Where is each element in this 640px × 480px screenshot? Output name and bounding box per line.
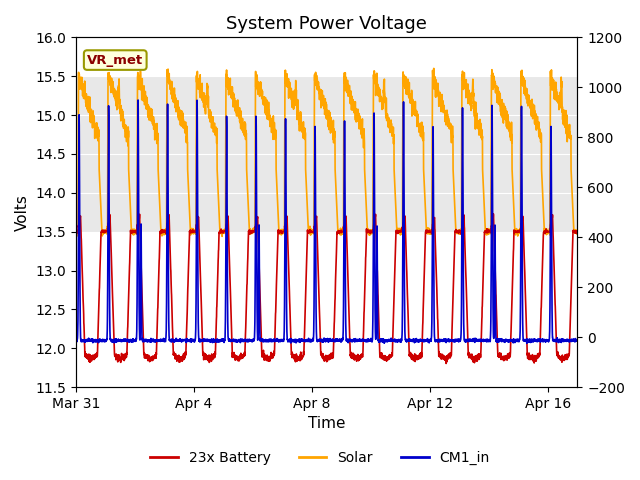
Text: VR_met: VR_met	[87, 54, 143, 67]
Solar	[415, 123, 423, 129]
CM1_in	[72, 336, 80, 342]
Line: Solar: Solar	[76, 69, 577, 237]
Y-axis label: Volts: Volts	[15, 194, 30, 231]
CM1_in	[523, 340, 531, 346]
CM1_in	[134, 97, 142, 103]
23x Battery	[442, 360, 450, 366]
23x Battery	[72, 229, 80, 235]
Solar	[332, 190, 340, 195]
CM1_in	[415, 339, 423, 345]
Title: System Power Voltage: System Power Voltage	[227, 15, 428, 33]
Solar	[218, 234, 226, 240]
Solar	[543, 232, 550, 238]
Solar	[72, 226, 80, 231]
CM1_in	[519, 320, 527, 325]
CM1_in	[332, 336, 340, 342]
23x Battery	[415, 353, 422, 359]
Legend: 23x Battery, Solar, CM1_in: 23x Battery, Solar, CM1_in	[145, 445, 495, 471]
CM1_in	[543, 337, 550, 343]
X-axis label: Time: Time	[308, 417, 346, 432]
23x Battery	[370, 224, 378, 230]
CM1_in	[370, 140, 378, 146]
Solar	[370, 76, 378, 82]
Line: CM1_in: CM1_in	[76, 100, 577, 343]
CM1_in	[573, 336, 581, 342]
23x Battery	[488, 224, 495, 229]
23x Battery	[573, 228, 581, 234]
23x Battery	[332, 264, 340, 269]
Solar	[488, 72, 495, 78]
Solar	[430, 66, 438, 72]
Line: 23x Battery: 23x Battery	[76, 214, 577, 363]
Bar	[76, 76, 577, 232]
Solar	[573, 228, 581, 234]
23x Battery	[543, 228, 550, 234]
23x Battery	[490, 211, 497, 216]
CM1_in	[488, 206, 495, 212]
Solar	[519, 73, 527, 79]
23x Battery	[519, 214, 527, 219]
